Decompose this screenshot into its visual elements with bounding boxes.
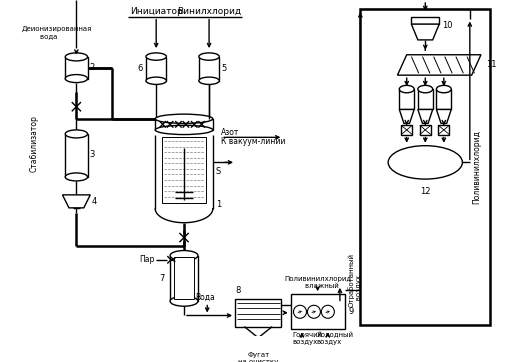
- Text: Инициатор: Инициатор: [130, 8, 183, 16]
- Polygon shape: [397, 55, 481, 75]
- Polygon shape: [412, 24, 439, 40]
- Ellipse shape: [146, 53, 166, 60]
- Ellipse shape: [293, 305, 306, 318]
- Bar: [399, 89, 414, 109]
- Text: 1: 1: [217, 200, 222, 209]
- Text: Пар: Пар: [140, 255, 155, 264]
- Text: S: S: [215, 167, 221, 176]
- Text: Вода: Вода: [195, 292, 215, 302]
- Text: 7: 7: [159, 274, 164, 283]
- Bar: [170, 256, 198, 301]
- Text: К вакуум-линии: К вакуум-линии: [221, 136, 286, 146]
- Bar: [146, 56, 166, 81]
- Text: 9: 9: [348, 307, 354, 316]
- Text: 8: 8: [235, 286, 241, 295]
- Ellipse shape: [308, 305, 321, 318]
- Bar: [162, 137, 206, 203]
- Polygon shape: [62, 195, 90, 208]
- Ellipse shape: [65, 75, 87, 83]
- Ellipse shape: [199, 77, 219, 84]
- Bar: [420, 125, 431, 135]
- Ellipse shape: [321, 305, 334, 318]
- Ellipse shape: [199, 53, 219, 60]
- Text: Поливинилхлорид: Поливинилхлорид: [473, 130, 482, 204]
- Text: Поливинилхлорид
    влажный: Поливинилхлорид влажный: [284, 275, 351, 289]
- Text: 3: 3: [89, 151, 95, 160]
- Bar: [438, 125, 449, 135]
- Text: Горячий
воздух: Горячий воздух: [292, 331, 323, 345]
- Ellipse shape: [65, 173, 87, 181]
- Text: 6: 6: [137, 64, 142, 73]
- Ellipse shape: [388, 146, 462, 179]
- Bar: [418, 89, 433, 109]
- Ellipse shape: [65, 53, 87, 61]
- Ellipse shape: [170, 296, 198, 306]
- Bar: [235, 299, 281, 327]
- Polygon shape: [399, 109, 414, 123]
- Ellipse shape: [146, 77, 166, 84]
- Bar: [436, 89, 451, 109]
- Bar: [291, 294, 345, 329]
- Ellipse shape: [418, 85, 433, 93]
- Polygon shape: [418, 109, 433, 123]
- Text: Фугат
на очистку: Фугат на очистку: [238, 352, 278, 362]
- Text: 4: 4: [91, 197, 96, 206]
- Ellipse shape: [155, 125, 213, 135]
- Text: 12: 12: [420, 186, 430, 195]
- Bar: [155, 119, 213, 130]
- Bar: [199, 56, 219, 81]
- Polygon shape: [436, 109, 451, 123]
- Text: Деионизированная
        вода: Деионизированная вода: [21, 26, 92, 39]
- Text: Отработанный
   воздух: Отработанный воздух: [348, 253, 362, 307]
- Ellipse shape: [436, 85, 451, 93]
- Ellipse shape: [399, 85, 414, 93]
- Text: Холодный
воздух: Холодный воздух: [317, 331, 354, 345]
- Ellipse shape: [170, 251, 198, 261]
- Text: Винилхлорид: Винилхлорид: [177, 8, 241, 16]
- Bar: [412, 17, 439, 24]
- Polygon shape: [155, 135, 213, 223]
- Text: Стабилизатор: Стабилизатор: [30, 115, 39, 172]
- Text: 2: 2: [89, 63, 95, 72]
- Bar: [174, 257, 194, 299]
- Ellipse shape: [65, 130, 87, 138]
- Text: 11: 11: [485, 60, 496, 70]
- Bar: [360, 9, 490, 325]
- Ellipse shape: [155, 114, 213, 123]
- Text: Азот: Азот: [221, 128, 240, 137]
- Text: 10: 10: [442, 21, 452, 30]
- Bar: [65, 134, 87, 177]
- Bar: [65, 57, 87, 79]
- Bar: [401, 125, 412, 135]
- Text: 5: 5: [221, 64, 226, 73]
